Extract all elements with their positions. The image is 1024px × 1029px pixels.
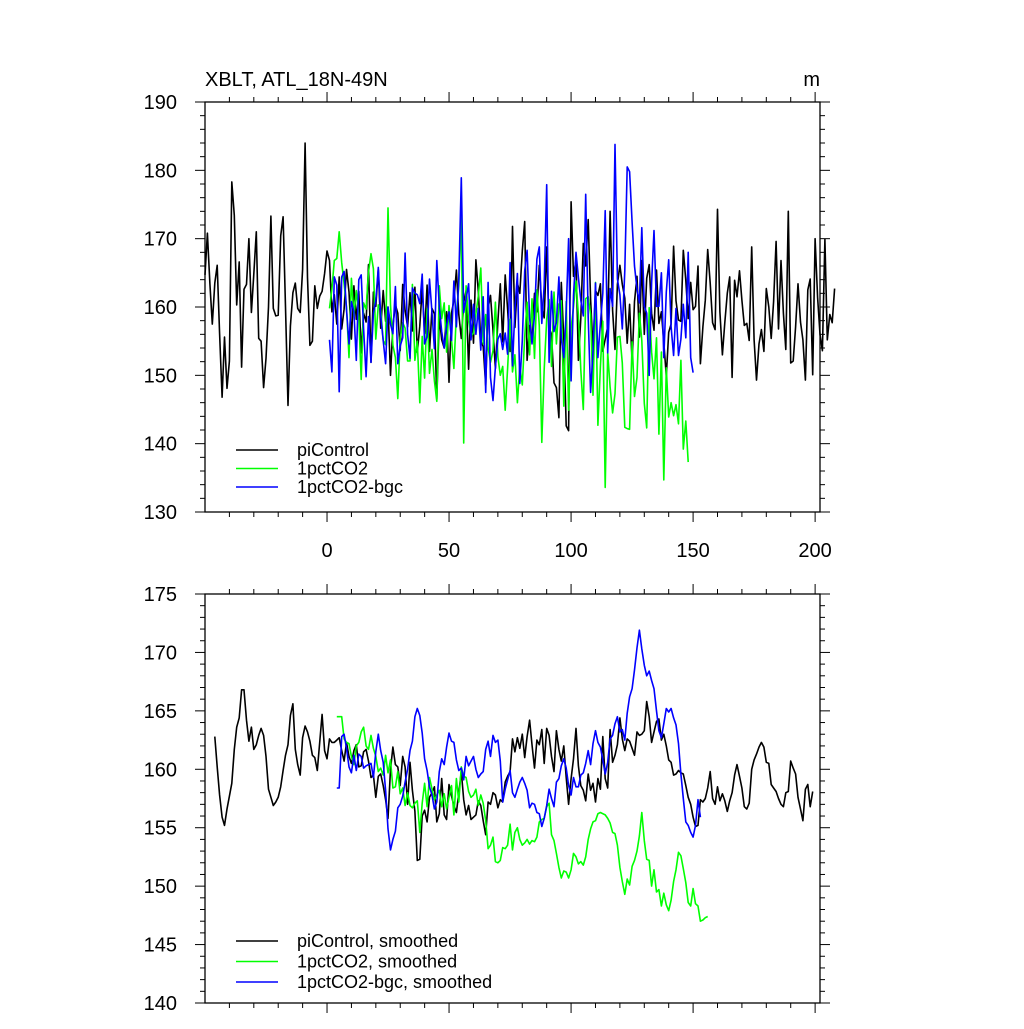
y-tick-label: 155 bbox=[144, 818, 177, 840]
series-line-1pctco2-bgc bbox=[328, 143, 694, 402]
legend-label: 1pctCO2 bbox=[297, 459, 368, 479]
series-line-picontrol-smoothed bbox=[214, 688, 814, 862]
y-tick-label: 165 bbox=[144, 701, 177, 723]
x-tick-label: 50 bbox=[438, 540, 460, 562]
series-line-1pctco2-bgc-smoothed bbox=[336, 629, 702, 851]
y-tick-label: 150 bbox=[144, 876, 177, 898]
units-label: m bbox=[803, 69, 820, 91]
y-tick-label: 170 bbox=[144, 642, 177, 664]
top-panel: 0 50 100 150 200 130 140 150 160 170 180 190 piContr… bbox=[144, 92, 836, 562]
legend-label: piControl bbox=[297, 440, 369, 460]
bottom-panel: 140 145 150 155 160 165 170 175 piControl, smoot… bbox=[144, 584, 830, 1015]
y-tick-label: 160 bbox=[144, 759, 177, 781]
x-tick-label: 200 bbox=[798, 540, 831, 562]
x-tick-label: 150 bbox=[676, 540, 709, 562]
y-tick-label: 180 bbox=[144, 160, 177, 182]
y-tick-label: 140 bbox=[144, 434, 177, 456]
y-tick-label: 190 bbox=[144, 92, 177, 114]
legend-label: 1pctCO2-bgc, smoothed bbox=[297, 972, 492, 992]
y-tick-label: 175 bbox=[144, 584, 177, 606]
y-tick-label: 130 bbox=[144, 502, 177, 524]
legend-label: piControl, smoothed bbox=[297, 931, 458, 951]
y-tick-label: 150 bbox=[144, 365, 177, 387]
legend-label: 1pctCO2, smoothed bbox=[297, 952, 457, 972]
plot-frame bbox=[204, 593, 821, 1004]
y-tick-label: 160 bbox=[144, 297, 177, 319]
x-tick-label: 0 bbox=[321, 540, 332, 562]
chart-title: XBLT, ATL_18N-49N bbox=[205, 69, 388, 91]
y-tick-label: 140 bbox=[144, 993, 177, 1015]
series-line-1pctco2 bbox=[328, 207, 689, 489]
x-tick-label: 100 bbox=[554, 540, 587, 562]
series-line-picontrol bbox=[204, 142, 836, 432]
legend-label: 1pctCO2-bgc bbox=[297, 477, 403, 497]
y-tick-label: 145 bbox=[144, 935, 177, 957]
series-line-1pctco2-smoothed bbox=[336, 715, 709, 923]
y-tick-label: 170 bbox=[144, 229, 177, 251]
